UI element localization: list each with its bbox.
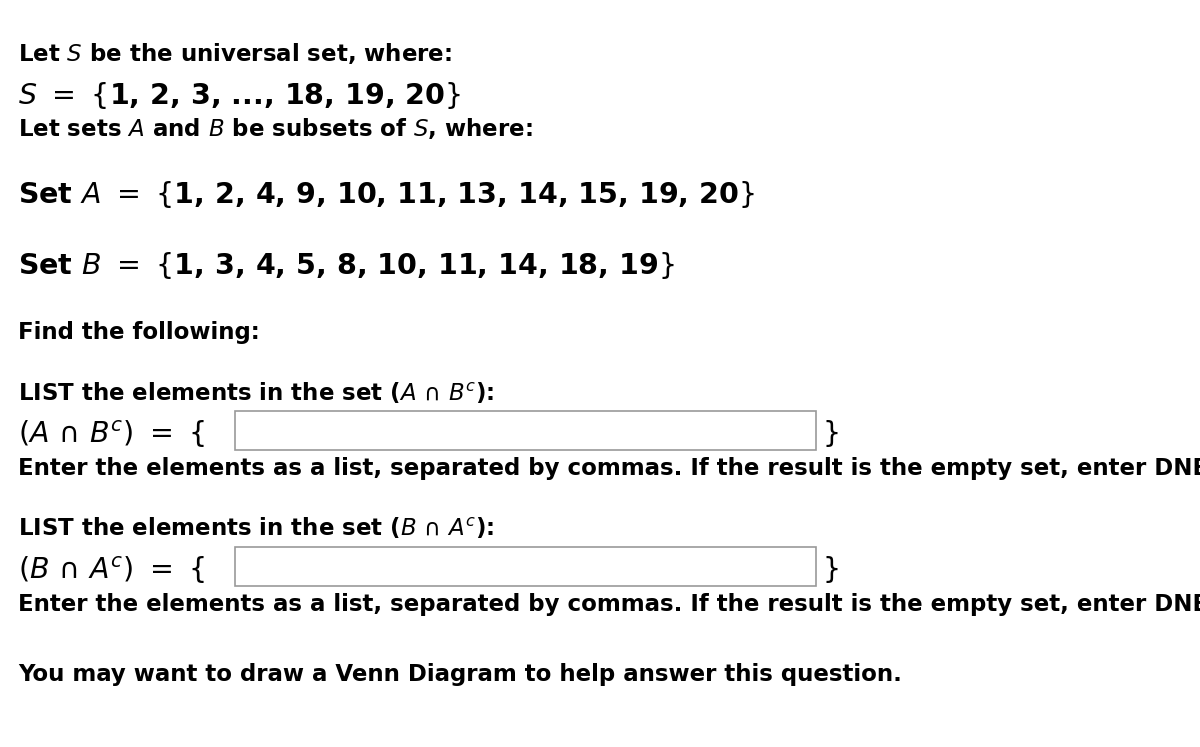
FancyBboxPatch shape (235, 547, 816, 586)
FancyBboxPatch shape (235, 411, 816, 450)
Text: LIST the elements in the set ($\mathit{B}$ $\cap$ $\mathit{A}^c$):: LIST the elements in the set ($\mathit{B… (18, 515, 494, 541)
Text: $(\mathit{B}$ $\cap$ $\mathit{A}^c)$ $=$ $\{$: $(\mathit{B}$ $\cap$ $\mathit{A}^c)$ $=$… (18, 554, 205, 586)
Text: Enter the elements as a list, separated by commas. If the result is the empty se: Enter the elements as a list, separated … (18, 457, 1200, 480)
Text: $(\mathit{A}$ $\cap$ $\mathit{B}^c)$ $=$ $\{$: $(\mathit{A}$ $\cap$ $\mathit{B}^c)$ $=$… (18, 418, 205, 450)
Text: You may want to draw a Venn Diagram to help answer this question.: You may want to draw a Venn Diagram to h… (18, 663, 902, 686)
Text: Enter the elements as a list, separated by commas. If the result is the empty se: Enter the elements as a list, separated … (18, 593, 1200, 616)
Text: $\}$: $\}$ (822, 418, 839, 449)
Text: Set $\mathit{B}$ $=$ $\{$1, 3, 4, 5, 8, 10, 11, 14, 18, 19$\}$: Set $\mathit{B}$ $=$ $\{$1, 3, 4, 5, 8, … (18, 250, 674, 281)
Text: $\mathit{S}$ $=$ $\{$1, 2, 3, ..., 18, 19, 20$\}$: $\mathit{S}$ $=$ $\{$1, 2, 3, ..., 18, 1… (18, 80, 461, 111)
Text: Let $\mathit{S}$ be the universal set, where:: Let $\mathit{S}$ be the universal set, w… (18, 41, 452, 66)
Text: Let sets $\mathit{A}$ and $\mathit{B}$ be subsets of $\mathit{S}$, where:: Let sets $\mathit{A}$ and $\mathit{B}$ b… (18, 116, 533, 140)
Text: Find the following:: Find the following: (18, 321, 259, 344)
Text: Set $\mathit{A}$ $=$ $\{$1, 2, 4, 9, 10, 11, 13, 14, 15, 19, 20$\}$: Set $\mathit{A}$ $=$ $\{$1, 2, 4, 9, 10,… (18, 179, 755, 210)
Text: LIST the elements in the set ($\mathit{A}$ $\cap$ $\mathit{B}^c$):: LIST the elements in the set ($\mathit{A… (18, 381, 494, 406)
Text: $\}$: $\}$ (822, 554, 839, 585)
